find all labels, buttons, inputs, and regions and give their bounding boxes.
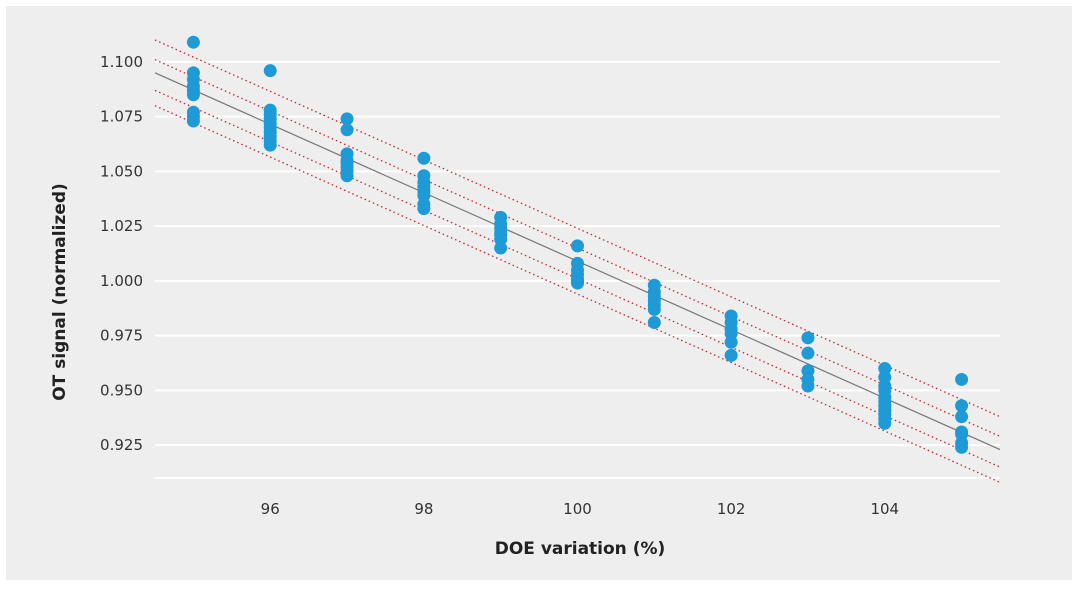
data-point [955,440,969,454]
prediction-band-line [154,59,1001,437]
data-point [340,123,354,137]
data-point [417,151,431,165]
data-point [955,399,969,413]
y-tick-label: 1.000 [100,272,143,290]
y-tick-label: 0.975 [100,327,143,345]
data-points [186,35,969,454]
data-point [263,64,277,78]
prediction-band-line [154,39,1001,418]
y-axis-title: OT signal (normalized) [50,183,70,401]
x-tick-labels: 96 98 100 102 104 [261,500,899,518]
data-point [571,276,584,290]
data-point [724,335,738,349]
data-point [186,114,200,128]
y-tick-label: 0.950 [100,381,143,399]
x-axis-title: DOE variation (%) [495,539,666,559]
data-point [955,410,969,424]
data-point [647,316,661,330]
data-point [801,331,815,345]
x-tick-label: 102 [717,500,746,518]
data-point [417,202,431,216]
data-point [955,372,969,386]
y-tick-label: 1.100 [100,53,143,71]
x-tick-label: 96 [261,500,280,518]
prediction-band-line [154,105,1001,483]
y-tick-label: 1.050 [100,162,143,180]
data-point [801,379,815,393]
data-point [571,239,584,253]
x-tick-label: 104 [870,500,899,518]
y-tick-label: 0.925 [100,436,143,454]
data-point [724,348,738,362]
data-point [186,88,200,102]
x-tick-label: 98 [414,500,433,518]
y-tick-label: 1.075 [100,108,143,126]
data-point [186,35,200,49]
y-tick-labels: 1.100 1.075 1.050 1.025 1.000 0.975 0.950 0.925 [100,53,143,454]
data-point [263,138,277,152]
data-point [340,169,354,183]
y-tick-label: 1.025 [100,217,143,235]
data-point [801,346,815,360]
prediction-bands [154,39,1001,483]
data-point [878,416,892,430]
x-tick-label: 100 [563,500,592,518]
data-point [494,241,508,255]
prediction-band-line [154,89,1001,468]
chart-background [6,6,1072,580]
data-point [647,302,661,316]
data-point [340,112,354,126]
